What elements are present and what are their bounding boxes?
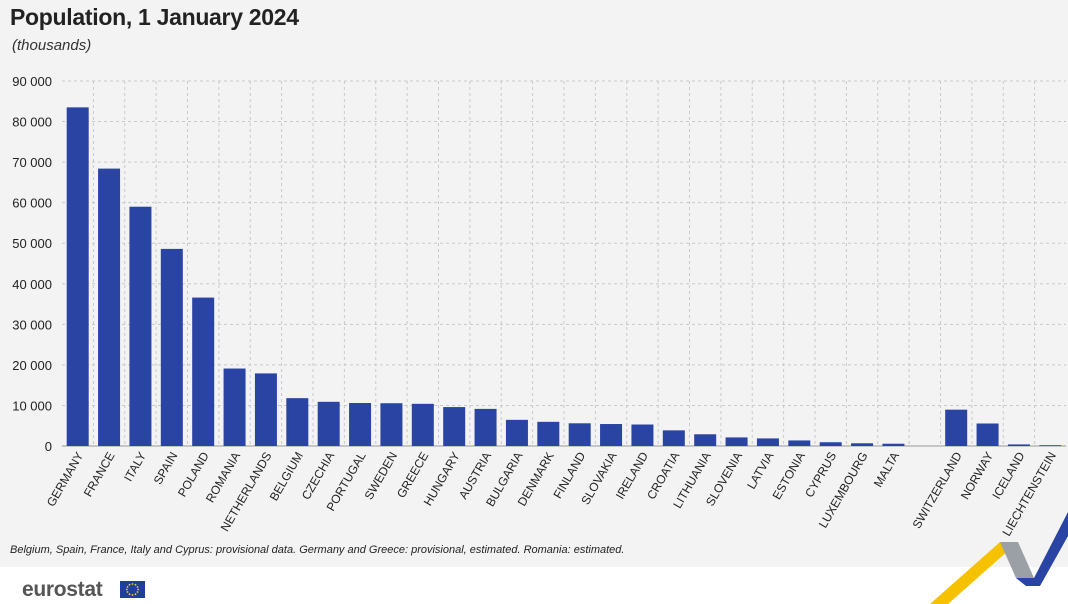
bar-france [98,168,121,446]
bar-hungary [443,407,466,446]
y-tick-label: 80 000 [12,115,52,130]
x-tick-label: FRANCE [81,450,118,500]
bar-netherlands [254,373,277,446]
x-tick-label: ITALY [121,450,149,484]
bar-romania [223,368,246,446]
eurostat-logo: eurostat [22,578,103,601]
bar-austria [474,408,497,446]
x-tick-label: MALTA [871,450,902,490]
y-tick-label: 40 000 [12,277,52,292]
bar-croatia [662,430,685,446]
bar-bulgaria [505,419,528,446]
bar-malta [882,443,905,446]
y-tick-label: 0 [45,439,52,454]
x-tick-label: SPAIN [151,450,181,487]
chart-title: Population, 1 January 2024 [10,4,299,30]
bar-finland [568,423,591,446]
bar-poland [192,297,215,446]
bar-slovenia [725,437,748,446]
y-tick-label: 90 000 [12,74,52,89]
bar-norway [976,423,999,446]
bar-germany [66,107,89,446]
decorative-stripes [930,512,1068,604]
eu-flag-icon [120,581,145,598]
bar-denmark [537,421,560,446]
y-tick-label: 10 000 [12,398,52,413]
bar-sweden [380,403,403,446]
x-tick-label: LATVIA [744,450,776,492]
bar-switzerland [945,409,968,446]
bar-portugal [349,403,372,446]
bar-chart: 0 10 000 20 000 30 000 40 000 50 000 60 000 70 … [12,74,1066,539]
bar-estonia [788,440,811,446]
bar-latvia [756,438,779,446]
bar-greece [411,403,434,446]
x-tick-label: GERMANY [44,450,86,510]
y-tick-label: 30 000 [12,317,52,332]
bar-lithuania [694,434,717,446]
bar-iceland [1007,444,1030,446]
footnote: Belgium, Spain, France, Italy and Cyprus… [10,544,625,556]
footer-bar [0,567,1068,604]
bar-ireland [631,424,654,446]
bar-belgium [286,398,309,446]
bar-italy [129,206,152,446]
bar-czechia [317,401,340,446]
y-tick-label: 70 000 [12,155,52,170]
y-tick-label: 20 000 [12,358,52,373]
bar-liechtenstein [1039,445,1062,446]
y-tick-label: 60 000 [12,196,52,211]
bar-slovakia [600,424,623,446]
bar-luxembourg [851,443,874,446]
chart-subtitle: (thousands) [12,37,92,54]
bar-spain [160,248,183,446]
y-tick-label: 50 000 [12,236,52,251]
bar-cyprus [819,442,842,446]
